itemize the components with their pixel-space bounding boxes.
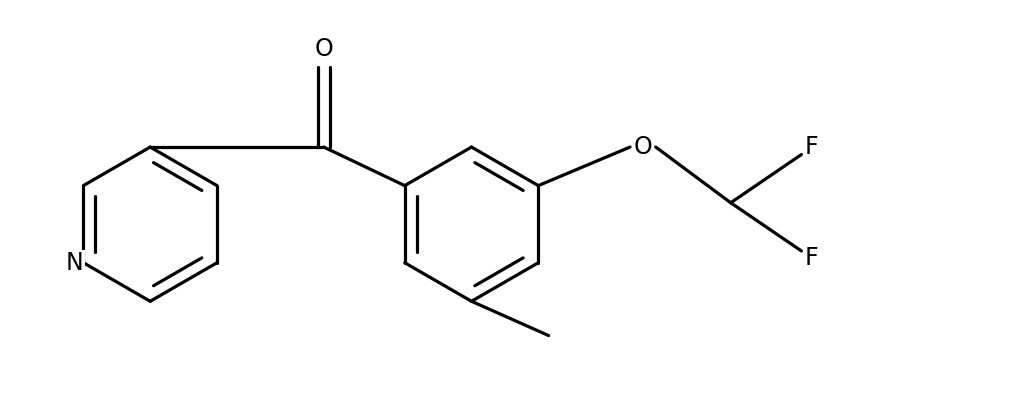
Text: F: F: [804, 135, 817, 159]
Text: F: F: [804, 247, 817, 271]
Text: N: N: [66, 251, 83, 275]
Text: O: O: [633, 135, 653, 159]
Text: O: O: [315, 36, 333, 61]
